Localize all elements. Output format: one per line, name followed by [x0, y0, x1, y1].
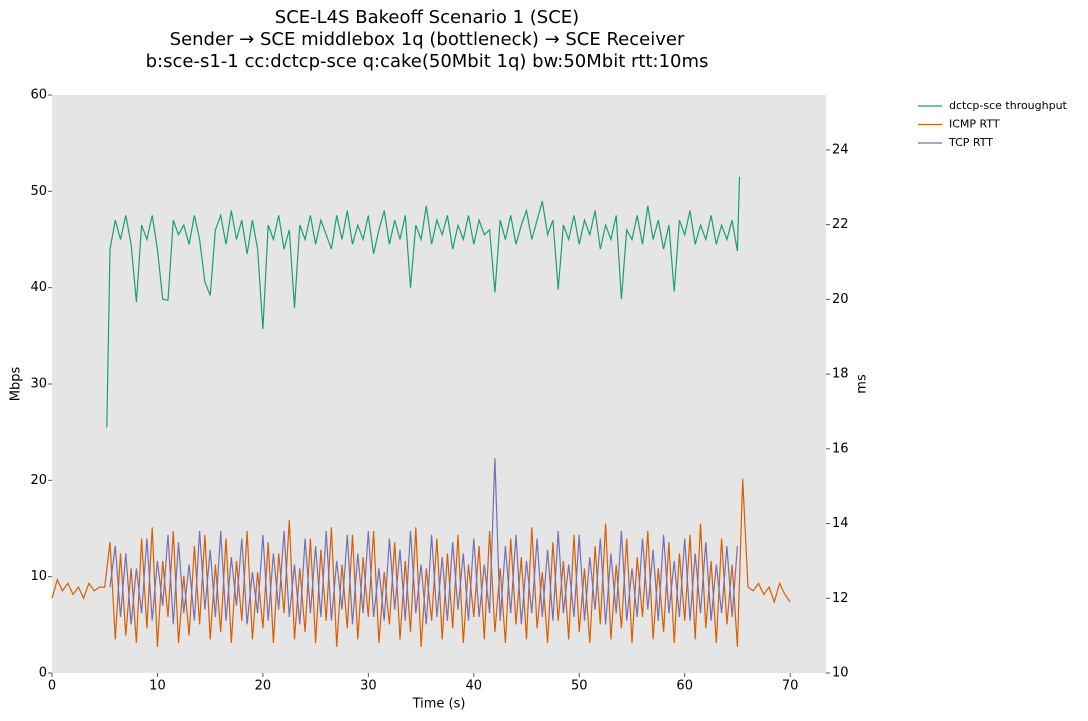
x-axis-label: Time (s) [412, 697, 466, 712]
y-tick-label: 20 [30, 473, 47, 488]
y2-tick-label: 22 [832, 217, 849, 232]
y2-tick-label: 10 [832, 666, 849, 681]
x-tick-label: 20 [255, 679, 272, 694]
series-line [109, 458, 738, 625]
legend-label: dctcp-sce throughput [949, 99, 1068, 112]
y2-tick-label: 12 [832, 591, 849, 606]
x-tick-label: 0 [48, 679, 56, 694]
chart-title: SCE-L4S Bakeoff Scenario 1 (SCE) [275, 7, 579, 28]
x-tick-label: 50 [571, 679, 588, 694]
y-axis-label: Mbps [9, 367, 24, 402]
y-tick-label: 0 [39, 666, 47, 681]
y-tick-label: 40 [30, 280, 47, 295]
y2-tick-label: 14 [832, 516, 849, 531]
y2-tick-label: 18 [832, 367, 849, 382]
y2-tick-label: 16 [832, 441, 849, 456]
x-tick-label: 40 [466, 679, 483, 694]
series-line [106, 176, 741, 428]
legend-label: TCP RTT [948, 136, 993, 149]
y-tick-label: 30 [30, 377, 47, 392]
x-tick-label: 60 [676, 679, 693, 694]
y2-axis-label: ms [855, 374, 870, 394]
x-tick-label: 30 [360, 679, 377, 694]
chart-subtitle: b:sce-s1-1 cc:dctcp-sce q:cake(50Mbit 1q… [146, 51, 709, 72]
series-line [51, 478, 791, 647]
legend-label: ICMP RTT [949, 118, 1000, 131]
y2-tick-label: 20 [832, 292, 849, 307]
y-tick-label: 60 [30, 88, 47, 103]
y-tick-label: 50 [30, 184, 47, 199]
y2-tick-label: 24 [832, 142, 849, 157]
x-tick-label: 10 [149, 679, 166, 694]
x-tick-label: 70 [782, 679, 799, 694]
y-tick-label: 10 [30, 569, 47, 584]
chart-subtitle: Sender → SCE middlebox 1q (bottleneck) →… [170, 29, 685, 50]
